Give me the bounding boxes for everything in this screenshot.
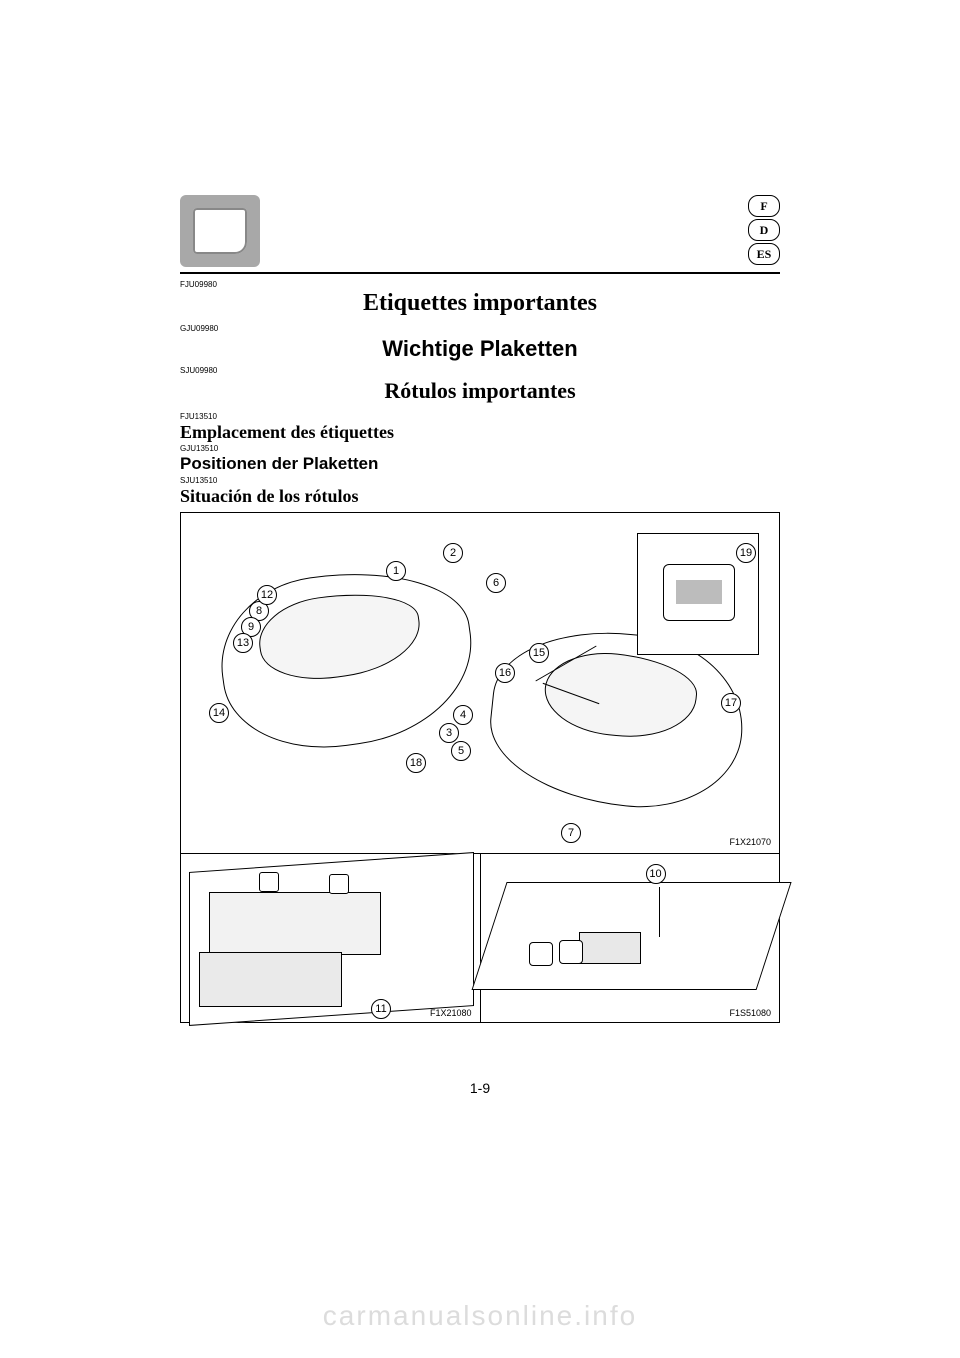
callout-1: 1: [386, 561, 406, 581]
doc-code-fr-sub: FJU13510: [180, 412, 217, 421]
callout-16: 16: [495, 663, 515, 683]
lang-badge-f: F: [748, 195, 780, 217]
callout-17: 17: [721, 693, 741, 713]
callout-14: 14: [209, 703, 229, 723]
callout-13: 13: [233, 633, 253, 653]
figure-caption-br: F1S51080: [729, 1008, 771, 1018]
doc-code-es-main: SJU09980: [180, 366, 217, 375]
lang-badge-d: D: [748, 219, 780, 241]
lang-badge-es: ES: [748, 243, 780, 265]
figure-top-panel: 1234567891213141516171819 F1X21070: [181, 513, 779, 853]
title-de-main: Wichtige Plaketten: [0, 336, 960, 362]
callout-12: 12: [257, 585, 277, 605]
header-rule: [180, 272, 780, 274]
page-number: 1-9: [0, 1080, 960, 1096]
callout-15: 15: [529, 643, 549, 663]
manual-icon-sheet: [193, 208, 247, 254]
callout-7: 7: [561, 823, 581, 843]
figure-bottom-left: 11 F1X21080: [181, 854, 481, 1022]
callout-18: 18: [406, 753, 426, 773]
figure-caption-bl: F1X21080: [430, 1008, 472, 1018]
title-es-main: Rótulos importantes: [0, 378, 960, 404]
lang-badge-stack: F D ES: [748, 195, 780, 265]
callout-2: 2: [443, 543, 463, 563]
callout-10: 10: [646, 864, 666, 884]
callout-19: 19: [736, 543, 756, 563]
title-fr-main: Etiquettes importantes: [0, 290, 960, 317]
callout-3: 3: [439, 723, 459, 743]
figure-caption-top: F1X21070: [729, 837, 771, 847]
inset-plate: [663, 564, 735, 621]
hull-interior-drawing: [489, 862, 772, 1014]
doc-code-fr-main: FJU09980: [180, 280, 217, 289]
watermark: carmanualsonline.info: [0, 1300, 960, 1332]
callout-5: 5: [451, 741, 471, 761]
callout-6: 6: [486, 573, 506, 593]
doc-code-es-sub: SJU13510: [180, 476, 217, 485]
heading-es-sub: Situación de los rótulos: [180, 486, 359, 507]
doc-code-de-main: GJU09980: [180, 324, 218, 333]
callout-4: 4: [453, 705, 473, 725]
manual-icon: [180, 195, 260, 267]
figure-bottom-row: 11 F1X21080 10 F1S51080: [181, 853, 779, 1022]
callout-11: 11: [371, 999, 391, 1019]
heading-de-sub: Positionen der Plaketten: [180, 454, 378, 474]
manual-page: F D ES FJU09980 Etiquettes importantes G…: [0, 0, 960, 1358]
figure-box: 1234567891213141516171819 F1X21070 11 F1…: [180, 512, 780, 1023]
engine-compartment-drawing: [189, 862, 472, 1014]
heading-fr-sub: Emplacement des étiquettes: [180, 422, 394, 443]
figure-bottom-right: 10 F1S51080: [481, 854, 780, 1022]
doc-code-de-sub: GJU13510: [180, 444, 218, 453]
